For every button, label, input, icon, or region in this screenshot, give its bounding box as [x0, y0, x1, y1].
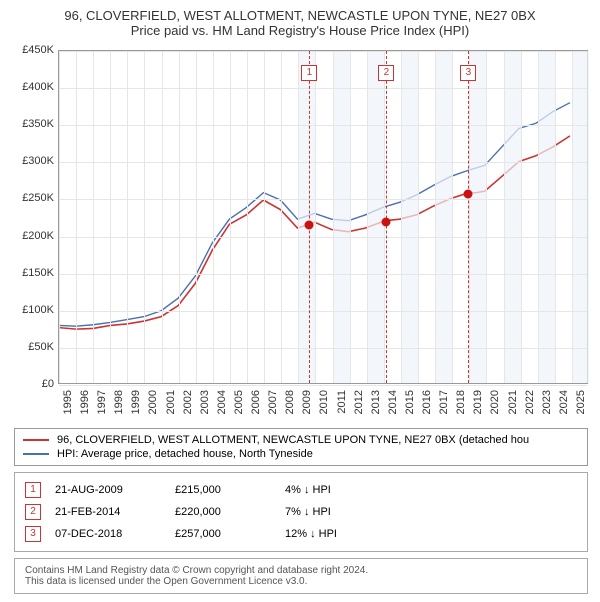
marker-dot-icon: [382, 217, 391, 226]
event-row: 1 21-AUG-2009 £215,000 4% ↓ HPI: [25, 479, 577, 501]
event-delta: 7% ↓ HPI: [285, 506, 405, 518]
legend-row: 96, CLOVERFIELD, WEST ALLOTMENT, NEWCAST…: [23, 433, 579, 447]
x-axis-label: 2004: [216, 390, 228, 414]
y-axis-label: £300K: [22, 155, 54, 167]
x-axis-label: 2011: [336, 390, 348, 414]
event-price: £220,000: [175, 506, 285, 518]
legend-swatch: [23, 453, 49, 455]
chart-area: 1 2 3 £0 £50K £100K £150K £200K £250K £300K £350K…: [10, 44, 590, 424]
x-axis-label: 2000: [147, 390, 159, 414]
x-axis-label: 2013: [370, 390, 382, 414]
x-axis-label: 2017: [438, 390, 450, 414]
marker-dot-icon: [464, 190, 473, 199]
y-axis-label: £50K: [28, 341, 54, 353]
marker-line: [309, 51, 310, 383]
event-price: £215,000: [175, 484, 285, 496]
footer-line-2: This data is licensed under the Open Gov…: [25, 576, 577, 587]
y-axis-label: £150K: [22, 267, 54, 279]
x-axis-label: 2006: [250, 390, 262, 414]
event-marker-icon: 1: [25, 482, 41, 498]
x-axis-label: 2024: [558, 390, 570, 414]
marker-box-icon: 1: [301, 65, 317, 81]
x-axis-label: 2022: [524, 390, 536, 414]
x-axis-label: 2012: [353, 390, 365, 414]
x-axis-label: 2018: [455, 390, 467, 414]
title-line-2: Price paid vs. HM Land Registry's House …: [10, 23, 590, 38]
y-axis-label: £0: [42, 378, 54, 390]
y-axis-label: £200K: [22, 230, 54, 242]
marker-dot-icon: [305, 221, 314, 230]
footer-line-1: Contains HM Land Registry data © Crown c…: [25, 565, 577, 576]
x-axis-label: 1996: [79, 390, 91, 414]
event-row: 3 07-DEC-2018 £257,000 12% ↓ HPI: [25, 523, 577, 545]
y-axis-label: £450K: [22, 44, 54, 56]
y-axis-label: £100K: [22, 304, 54, 316]
event-date: 21-AUG-2009: [55, 484, 175, 496]
x-axis-label: 1995: [62, 390, 74, 414]
x-axis-label: 1998: [113, 390, 125, 414]
event-marker-icon: 3: [25, 526, 41, 542]
x-axis-label: 2023: [541, 390, 553, 414]
event-marker-icon: 2: [25, 504, 41, 520]
title-block: 96, CLOVERFIELD, WEST ALLOTMENT, NEWCAST…: [10, 8, 590, 38]
event-delta: 4% ↓ HPI: [285, 484, 405, 496]
x-axis-label: 2025: [575, 390, 587, 414]
x-axis-label: 1997: [96, 390, 108, 414]
event-date: 21-FEB-2014: [55, 506, 175, 518]
x-axis-label: 2005: [233, 390, 245, 414]
x-axis-label: 2016: [421, 390, 433, 414]
attribution-footer: Contains HM Land Registry data © Crown c…: [14, 558, 588, 594]
x-axis-label: 1999: [130, 390, 142, 414]
marker-box-icon: 3: [460, 65, 476, 81]
legend-label: 96, CLOVERFIELD, WEST ALLOTMENT, NEWCAST…: [57, 434, 529, 446]
x-axis-label: 2015: [404, 390, 416, 414]
x-axis-label: 2014: [387, 390, 399, 414]
event-delta: 12% ↓ HPI: [285, 528, 405, 540]
x-axis-label: 2021: [507, 390, 519, 414]
y-axis-label: £400K: [22, 81, 54, 93]
x-axis-label: 2003: [199, 390, 211, 414]
x-axis-label: 2001: [165, 390, 177, 414]
x-axis-label: 2008: [284, 390, 296, 414]
event-row: 2 21-FEB-2014 £220,000 7% ↓ HPI: [25, 501, 577, 523]
legend: 96, CLOVERFIELD, WEST ALLOTMENT, NEWCAST…: [14, 428, 588, 466]
event-date: 07-DEC-2018: [55, 528, 175, 540]
chart-container: 96, CLOVERFIELD, WEST ALLOTMENT, NEWCAST…: [0, 0, 600, 602]
x-axis-label: 2019: [472, 390, 484, 414]
plot-area: 1 2 3: [58, 50, 588, 384]
events-table: 1 21-AUG-2009 £215,000 4% ↓ HPI 2 21-FEB…: [14, 472, 588, 552]
legend-row: HPI: Average price, detached house, Nort…: [23, 447, 579, 461]
marker-line: [468, 51, 469, 383]
marker-box-icon: 2: [378, 65, 394, 81]
x-axis-label: 2007: [267, 390, 279, 414]
event-price: £257,000: [175, 528, 285, 540]
y-axis-label: £350K: [22, 118, 54, 130]
x-axis-label: 2009: [301, 390, 313, 414]
legend-label: HPI: Average price, detached house, Nort…: [57, 448, 313, 460]
y-axis-label: £250K: [22, 192, 54, 204]
x-axis-label: 2020: [489, 390, 501, 414]
x-axis-label: 2010: [318, 390, 330, 414]
x-axis-label: 2002: [182, 390, 194, 414]
legend-swatch: [23, 439, 49, 441]
title-line-1: 96, CLOVERFIELD, WEST ALLOTMENT, NEWCAST…: [10, 8, 590, 23]
